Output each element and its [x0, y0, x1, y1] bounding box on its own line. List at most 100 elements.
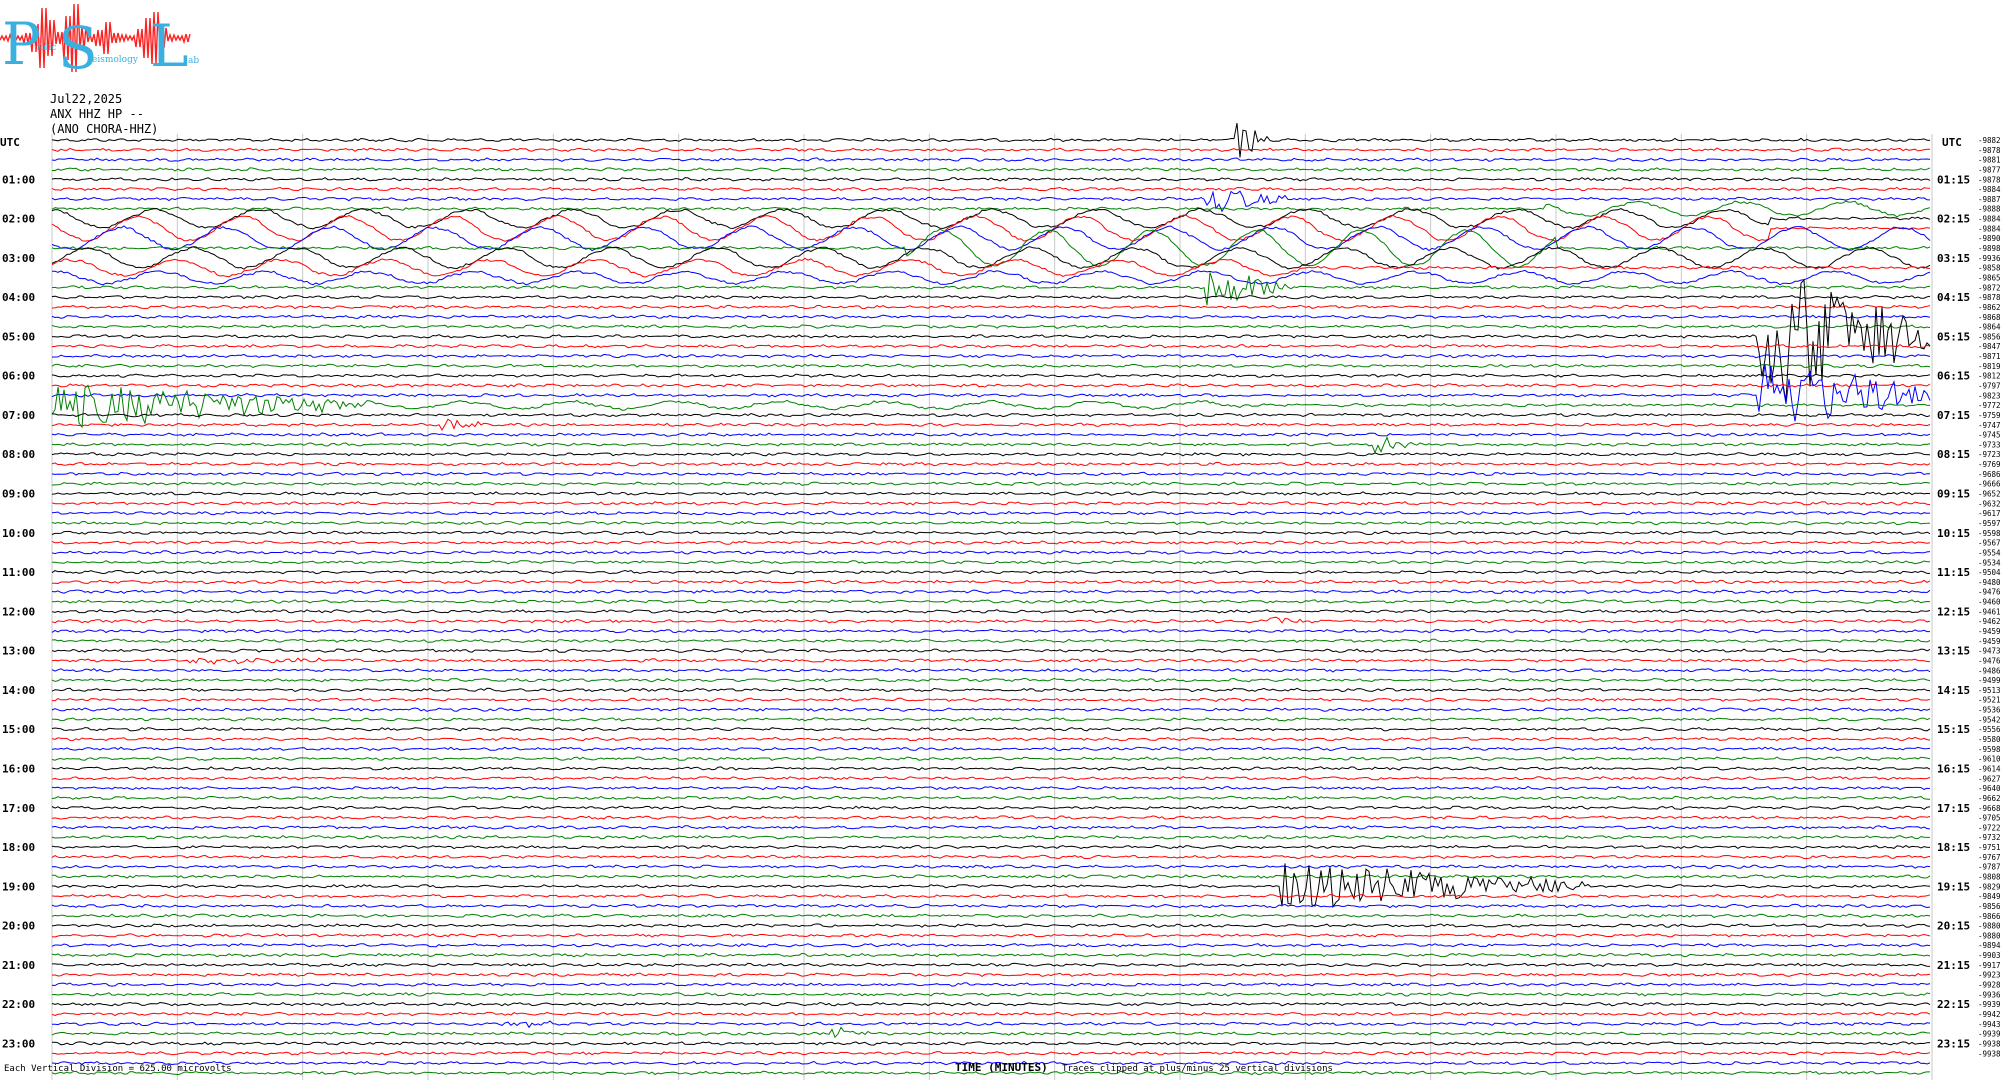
trace-offset-label: -9862	[1978, 303, 2001, 312]
hour-label-right: 16:15	[1937, 762, 1970, 775]
trace-offset-label: -9597	[1978, 519, 2001, 528]
trace-line	[51, 510, 1931, 516]
trace-line	[51, 363, 1931, 369]
hour-label-left: 19:00	[2, 880, 35, 893]
logo-letter-l: L	[150, 12, 189, 80]
hour-label-left: 18:00	[2, 841, 35, 854]
trace-offset-label: -9686	[1978, 470, 2001, 479]
trace-offset-label: -9864	[1978, 323, 2001, 332]
hour-label-left: 06:00	[2, 370, 35, 383]
trace-line	[51, 893, 1931, 899]
trace-offset-label: -9652	[1978, 490, 2001, 499]
trace-offset-label: -9499	[1978, 676, 2001, 685]
trace-line	[51, 269, 1931, 286]
trace-line	[51, 272, 1931, 306]
trace-line	[51, 776, 1931, 781]
trace-line	[51, 353, 1931, 359]
trace-offset-label: -9819	[1978, 362, 2001, 371]
hour-label-right: 08:15	[1937, 448, 1970, 461]
trace-line	[51, 834, 1930, 840]
x-axis-title: TIME (MINUTES)	[955, 1061, 1048, 1074]
trace-offset-label: -9878	[1978, 146, 2001, 155]
hour-label-left: 22:00	[2, 998, 35, 1011]
trace-offset-label: -9473	[1978, 647, 2001, 656]
scale-note: Each Vertical Division = 625.00 microvol…	[4, 1064, 232, 1074]
trace-offset-labels: -9882-9878-9881-9877-9878-9884-9887-9888…	[1978, 136, 2001, 1058]
trace-offset-label: -9580	[1978, 735, 2001, 744]
trace-offset-label: -9856	[1978, 332, 2001, 341]
trace-offset-label: -9797	[1978, 382, 2001, 391]
trace-line	[51, 491, 1931, 496]
logo-letter-s: S	[58, 14, 98, 80]
trace-offset-label: -9747	[1978, 421, 2001, 430]
hour-label-right: 07:15	[1937, 409, 1970, 422]
trace-offset-label: -9554	[1978, 548, 2001, 557]
trace-offset-label: -9759	[1978, 411, 2001, 420]
trace-line	[51, 1011, 1931, 1017]
trace-offset-label: -9884	[1978, 215, 2001, 224]
trace-line	[51, 599, 1931, 604]
trace-line	[51, 225, 1931, 252]
hour-label-right: 21:15	[1937, 959, 1970, 972]
trace-offset-label: -9614	[1978, 764, 2001, 773]
trace-line	[51, 384, 1930, 429]
trace-line	[51, 190, 1931, 213]
hour-label-right: 17:15	[1937, 802, 1970, 815]
trace-offset-label: -9898	[1978, 244, 2001, 253]
trace-offset-label: -9610	[1978, 755, 2001, 764]
trace-offset-label: -9917	[1978, 961, 2001, 970]
trace-line	[51, 314, 1931, 319]
trace-offset-label: -9632	[1978, 499, 2001, 508]
hour-label-right: 19:15	[1937, 880, 1970, 893]
trace-offset-label: -9829	[1978, 882, 2001, 891]
trace-offset-label: -9732	[1978, 833, 2001, 842]
logo-word-l: ab	[188, 56, 199, 66]
trace-line	[51, 383, 1931, 388]
hour-label-left: 08:00	[2, 448, 35, 461]
psl-logo: P ublic S eismology L ab	[0, 3, 199, 80]
trace-line	[51, 707, 1931, 712]
trace-offset-label: -9598	[1978, 529, 2001, 538]
trace-offset-label: -9617	[1978, 509, 2001, 518]
hour-label-right: 12:15	[1937, 605, 1970, 618]
hour-label-right: 18:15	[1937, 841, 1970, 854]
left-axis-title: UTC	[0, 136, 20, 149]
trace-offset-label: -9865	[1978, 273, 2001, 282]
trace-offset-label: -9856	[1978, 902, 2001, 911]
trace-line	[51, 432, 1931, 437]
hour-label-left: 11:00	[2, 566, 35, 579]
trace-offset-label: -9823	[1978, 391, 2001, 400]
trace-line	[51, 452, 1931, 457]
trace-line	[51, 471, 1931, 477]
trace-line	[52, 167, 1931, 172]
trace-line	[51, 418, 1931, 432]
hour-label-left: 14:00	[2, 684, 35, 697]
seismic-traces	[51, 123, 1931, 1076]
trace-line	[51, 530, 1931, 536]
hour-label-right: 14:15	[1937, 684, 1970, 697]
trace-offset-label: -9598	[1978, 745, 2001, 754]
trace-line	[51, 687, 1931, 693]
logo-letter-p: P	[2, 10, 41, 78]
trace-line	[51, 579, 1931, 585]
trace-offset-label: -9459	[1978, 627, 2001, 636]
trace-offset-label: -9868	[1978, 313, 2001, 322]
trace-line	[52, 874, 1931, 879]
trace-line	[51, 923, 1931, 928]
trace-line	[51, 1001, 1931, 1007]
hour-label-left: 17:00	[2, 802, 35, 815]
trace-offset-label: -9887	[1978, 195, 2001, 204]
hour-label-left: 15:00	[2, 723, 35, 736]
trace-line	[51, 1070, 1930, 1076]
hour-label-left: 23:00	[2, 1037, 35, 1050]
trace-line	[51, 461, 1931, 467]
trace-line	[51, 344, 1931, 349]
trace-line	[51, 648, 1931, 653]
grid-lines	[51, 134, 1933, 1080]
trace-line	[51, 540, 1931, 545]
trace-line	[51, 668, 1931, 673]
hour-label-right: 01:15	[1937, 173, 1970, 186]
trace-line	[52, 1041, 1931, 1046]
trace-offset-label: -9460	[1978, 598, 2001, 607]
trace-line	[51, 246, 1931, 270]
